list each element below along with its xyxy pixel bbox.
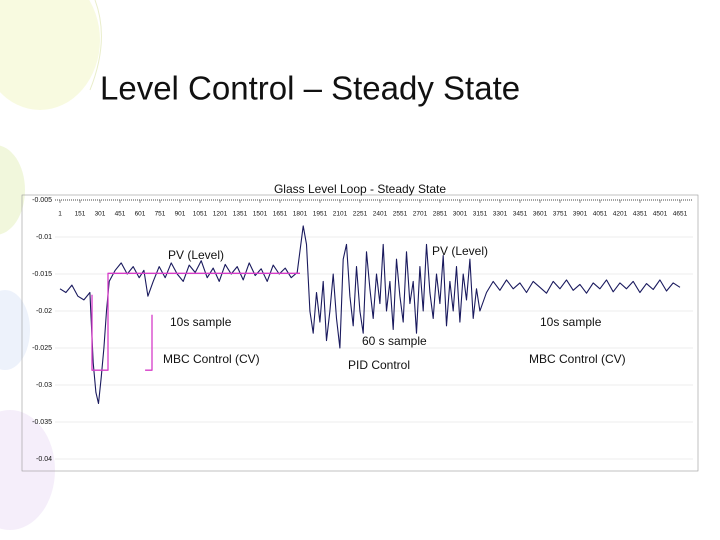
chart-frame: [21, 194, 699, 472]
x-tick-label: 3451: [513, 211, 528, 218]
annotation: 60 s sample: [362, 334, 427, 348]
slide-title: Level Control – Steady State: [100, 70, 520, 107]
x-tick-label: 1: [58, 211, 62, 218]
y-tick-label: -0.005: [32, 197, 52, 204]
x-tick-label: 1501: [253, 211, 268, 218]
x-tick-label: 4651: [673, 211, 688, 218]
y-tick-label: -0.015: [32, 271, 52, 278]
x-tick-label: 3001: [453, 211, 468, 218]
annotation: MBC Control (CV): [163, 352, 260, 366]
annotation: PV (Level): [432, 244, 488, 258]
y-tick-label: -0.025: [32, 345, 52, 352]
x-tick-label: 3301: [493, 211, 508, 218]
x-tick-label: 4201: [613, 211, 628, 218]
x-tick-label: 451: [115, 211, 126, 218]
x-tick-label: 3601: [533, 211, 548, 218]
x-tick-label: 4051: [593, 211, 608, 218]
x-tick-label: 301: [95, 211, 106, 218]
chart-title: Glass Level Loop - Steady State: [274, 182, 446, 196]
annotation: 10s sample: [170, 315, 232, 329]
x-tick-label: 1351: [233, 211, 248, 218]
x-tick-label: 3901: [573, 211, 588, 218]
x-tick-label: 901: [175, 211, 186, 218]
x-tick-label: 601: [135, 211, 146, 218]
y-tick-label: -0.03: [36, 382, 52, 389]
x-tick-label: 1651: [273, 211, 288, 218]
y-tick-label: -0.035: [32, 419, 52, 426]
x-tick-label: 151: [75, 211, 86, 218]
balloon-decoration: [0, 0, 102, 530]
x-tick-label: 2701: [413, 211, 428, 218]
annotation: MBC Control (CV): [529, 352, 626, 366]
x-tick-label: 4501: [653, 211, 668, 218]
x-tick-label: 3751: [553, 211, 568, 218]
x-tick-label: 2851: [433, 211, 448, 218]
x-tick-label: 2101: [333, 211, 348, 218]
y-tick-label: -0.01: [36, 234, 52, 241]
x-tick-label: 1801: [293, 211, 308, 218]
x-tick-label: 4351: [633, 211, 648, 218]
x-tick-label: 3151: [473, 211, 488, 218]
annotation: 10s sample: [540, 315, 602, 329]
y-tick-label: -0.04: [36, 456, 52, 463]
x-tick-label: 2251: [353, 211, 368, 218]
series-line: [91, 272, 300, 371]
annotation: PID Control: [348, 358, 410, 372]
x-tick-label: 2551: [393, 211, 408, 218]
x-tick-label: 1201: [213, 211, 228, 218]
annotation: PV (Level): [168, 248, 224, 262]
x-tick-label: 751: [155, 211, 166, 218]
series-line: [59, 225, 681, 405]
y-tick-label: -0.02: [36, 308, 52, 315]
x-tick-label: 1051: [193, 211, 208, 218]
x-tick-label: 2401: [373, 211, 388, 218]
x-tick-label: 1951: [313, 211, 328, 218]
